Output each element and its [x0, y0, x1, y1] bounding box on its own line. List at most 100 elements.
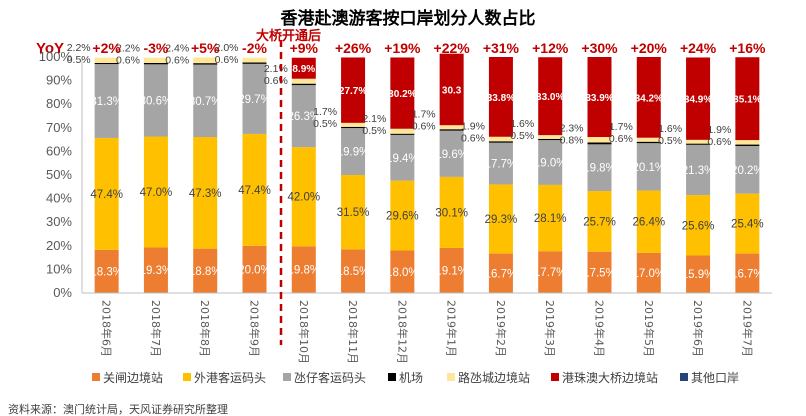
bar-segment: [538, 135, 563, 139]
bar-segment: [193, 64, 218, 138]
bar-segment: [587, 251, 612, 293]
bar-segment: [538, 184, 563, 252]
x-axis: 2018年6月 2018年7月 2018年8月 2018年9月 2018年10月 2018…: [82, 292, 772, 364]
x-tick-label: 2018年9月: [248, 300, 262, 357]
source-note: 资料来源：澳门统计局，天风证券研究所整理: [8, 402, 228, 416]
bar-segment: [686, 255, 711, 293]
bar-label: 29.3%: [485, 214, 518, 226]
bar-label: 0.5%: [362, 125, 386, 137]
bar-label: 0.6%: [116, 54, 140, 66]
bar-label: 30.6%: [140, 95, 173, 107]
legend-swatch: [447, 373, 455, 381]
bar-label: 25.4%: [731, 219, 764, 231]
bridge-annotation: 大桥开通后: [256, 28, 321, 44]
bar-label: 1.7%: [609, 121, 633, 133]
bar-label: 1.7%: [313, 106, 337, 118]
x-tick-label: 2019年5月: [642, 300, 656, 357]
bar-label: 33.0%: [536, 92, 564, 103]
bar-segment: [291, 78, 316, 84]
chart-title: 香港赴澳游客按口岸划分人数占比: [281, 8, 536, 29]
x-tick-label: 2018年7月: [149, 300, 163, 357]
bar-label: 18.0%: [386, 267, 419, 279]
bar-segment: [143, 62, 168, 65]
legend-swatch: [283, 373, 291, 381]
bar-segment: [439, 53, 464, 126]
legend-swatch: [388, 373, 396, 381]
bar-segment: [439, 130, 464, 177]
bar-segment: [488, 57, 513, 137]
bar-label: 1.9%: [461, 121, 485, 133]
bar-segment: [488, 141, 513, 143]
bar-label: 19.8%: [287, 265, 320, 277]
bar-segment: [686, 57, 711, 140]
bar-label: 2.3%: [560, 122, 584, 134]
bar-label: 1.6%: [510, 118, 534, 130]
bar-segment: [735, 145, 760, 194]
yoy-row: +2% -3% +5% -2% +9% +26% +19% +22% +31% +12% +30% +…: [92, 40, 766, 56]
bar-segment: [636, 137, 661, 142]
bar-label: 33.9%: [585, 93, 613, 104]
bar-segment: [488, 184, 513, 254]
yoy-value: -2%: [242, 40, 267, 56]
bar-label: 19.4%: [386, 153, 419, 165]
bar-segment: [341, 57, 366, 123]
y-tick-label: 0%: [53, 285, 72, 300]
bar-segment: [143, 64, 168, 137]
bar-segment: [735, 140, 760, 145]
x-tick-label: 2019年3月: [543, 300, 557, 357]
bar-segment: [341, 126, 366, 129]
bar-label: 18.5%: [337, 266, 370, 278]
bar-segment: [439, 129, 464, 131]
bar-label: 0.6%: [461, 133, 485, 145]
bar-label: 2.2%: [116, 42, 140, 54]
bar-segment: [291, 246, 316, 293]
yoy-value: +12%: [532, 40, 569, 56]
bar-label: 19.0%: [534, 157, 567, 169]
yoy-value: +20%: [631, 40, 668, 56]
bar-label: 0.8%: [560, 134, 584, 146]
yoy-value: +31%: [483, 40, 520, 56]
bar-segment: [587, 57, 612, 138]
bar-label: 30.3: [442, 85, 462, 96]
bar-label: 31.5%: [337, 207, 370, 219]
x-tick-label: 2019年4月: [593, 300, 607, 357]
bar-segment: [538, 138, 563, 141]
bar-label: 28.1%: [534, 213, 567, 225]
bar-label: 47.0%: [140, 187, 173, 199]
legend-label: 外港客运码头: [194, 370, 266, 385]
bar-segment: [291, 85, 316, 148]
bar-label: 0.5%: [67, 54, 91, 66]
bar-label: 30.2%: [388, 89, 416, 100]
bar-label: 47.4%: [238, 185, 271, 197]
bar-label: 20.2%: [731, 165, 764, 177]
legend-label: 港珠澳大桥边境站: [562, 370, 658, 385]
bar-segment: [439, 125, 464, 130]
y-tick-label: 80%: [46, 96, 72, 111]
bar-segment: [390, 133, 415, 135]
bar-segment: [143, 136, 168, 248]
bar-segment: [94, 249, 119, 293]
yoy-value: +9%: [290, 40, 319, 56]
bar-segment: [587, 191, 612, 252]
bar-label: 30.1%: [435, 207, 468, 219]
bar-label: 30.7%: [189, 96, 222, 108]
bar-segment: [538, 57, 563, 136]
legend-label: 路氹城边境站: [458, 370, 530, 385]
bar-label: 0.6%: [165, 55, 189, 67]
bar-segment: [390, 128, 415, 134]
bar-label: 0.5%: [313, 118, 337, 130]
y-tick-label: 100%: [39, 49, 73, 64]
x-tick-label: 2019年6月: [691, 300, 705, 357]
legend-label: 氹仔客运码头: [294, 370, 366, 385]
bar-segment: [488, 136, 513, 142]
bar-segment: [538, 251, 563, 293]
bar-segment: [193, 248, 218, 293]
bar-label: 19.3%: [140, 265, 173, 277]
bar-label: 19.8%: [583, 163, 616, 175]
bar-label: 0.6%: [264, 75, 288, 87]
y-tick-label: 30%: [46, 214, 72, 229]
bar-segment: [341, 122, 366, 127]
bar-segment: [636, 143, 661, 191]
x-tick-label: 2019年2月: [494, 300, 508, 357]
